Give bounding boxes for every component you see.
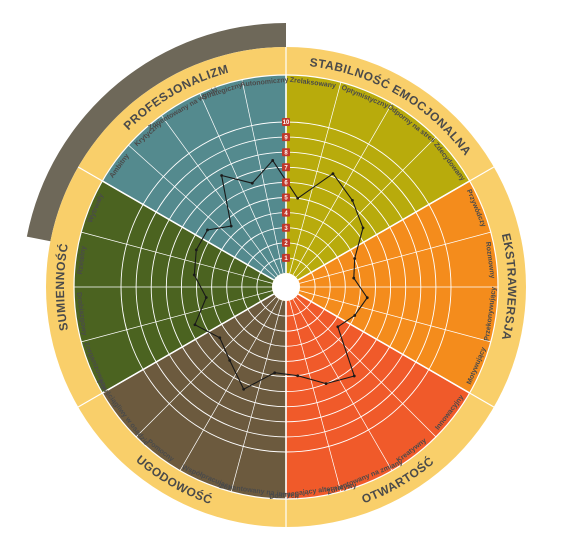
profile-point bbox=[361, 226, 365, 230]
profile-point bbox=[296, 374, 300, 378]
tick-label: 5 bbox=[284, 196, 288, 202]
grid-spoke bbox=[289, 82, 342, 274]
profile-point bbox=[352, 276, 356, 280]
profile-point bbox=[296, 196, 300, 200]
tick-marker bbox=[282, 133, 290, 142]
grid-spoke bbox=[81, 231, 273, 284]
sector-title: SUMIENNOŚĆ bbox=[53, 242, 71, 332]
band-divider bbox=[469, 392, 495, 408]
grid-spoke bbox=[102, 180, 275, 281]
profile-point bbox=[194, 248, 198, 252]
profile-point bbox=[273, 371, 277, 375]
grid-spoke bbox=[297, 293, 470, 394]
grid-spoke bbox=[179, 298, 280, 471]
profile-point bbox=[242, 387, 246, 391]
tick-marker bbox=[282, 223, 290, 232]
tick-marker bbox=[282, 163, 290, 172]
profile-point bbox=[192, 273, 196, 277]
grid-spoke bbox=[295, 296, 437, 438]
grid-spoke bbox=[297, 180, 470, 281]
tick-marker bbox=[282, 208, 290, 217]
profile-line bbox=[193, 159, 368, 390]
center-hole bbox=[272, 273, 300, 301]
scale-ticks: 1 2 3 4 5 6 7 8 9 10 bbox=[282, 118, 290, 262]
tick-marker bbox=[282, 238, 290, 247]
tick-marker bbox=[282, 253, 290, 262]
tick-marker bbox=[282, 178, 290, 187]
grid-spoke bbox=[81, 290, 273, 343]
grid-spoke bbox=[299, 231, 491, 284]
profile-point bbox=[250, 181, 254, 185]
tick-label: 7 bbox=[284, 166, 288, 172]
profile-point bbox=[206, 228, 209, 232]
grid-spoke bbox=[102, 293, 275, 394]
grid-spoke bbox=[199, 93, 281, 275]
grid-spoke bbox=[289, 300, 342, 492]
grid-spoke bbox=[161, 115, 279, 276]
profile-point bbox=[336, 325, 340, 329]
tick-label: 4 bbox=[284, 211, 288, 217]
tick-label: 3 bbox=[284, 226, 288, 232]
grid-spoke bbox=[292, 298, 393, 471]
profile-point bbox=[353, 314, 357, 317]
tick-label: 6 bbox=[284, 181, 288, 187]
tick-label: 9 bbox=[284, 135, 288, 141]
tick-marker bbox=[282, 193, 290, 202]
sector-title: EKSTRAWERSJA bbox=[499, 232, 519, 342]
profile-point bbox=[228, 359, 232, 362]
grid-spoke bbox=[299, 290, 491, 343]
profile-point bbox=[324, 382, 328, 386]
profile-line-group bbox=[192, 159, 369, 391]
profile-point bbox=[193, 323, 197, 327]
profile-point bbox=[229, 224, 233, 228]
profile-point bbox=[331, 172, 335, 176]
grid-spoke bbox=[295, 136, 437, 278]
band-divider bbox=[77, 166, 103, 182]
band-divider bbox=[77, 392, 103, 408]
grid bbox=[73, 74, 499, 500]
profile-point bbox=[204, 296, 208, 299]
highlight-arc bbox=[26, 23, 286, 242]
profile-point bbox=[271, 159, 275, 162]
grid-spoke bbox=[128, 144, 276, 278]
grid-spoke bbox=[292, 103, 393, 276]
band-divider bbox=[469, 166, 495, 182]
grid-spoke bbox=[135, 296, 277, 438]
tick-label: 1 bbox=[284, 256, 288, 262]
profile-point bbox=[353, 257, 357, 260]
grid-spoke bbox=[230, 300, 283, 492]
profile-point bbox=[351, 199, 354, 202]
tick-label: 2 bbox=[284, 241, 288, 247]
grid-spoke bbox=[241, 79, 284, 274]
tick-marker bbox=[282, 118, 290, 126]
tick-label: 8 bbox=[284, 150, 288, 156]
profile-point bbox=[365, 296, 369, 300]
profile-point bbox=[218, 336, 222, 340]
trait-label: Rzetelny bbox=[77, 245, 88, 275]
trait-label: Rozmowny bbox=[484, 241, 496, 279]
profile-point bbox=[220, 174, 224, 177]
profile-point bbox=[352, 374, 356, 378]
tick-marker bbox=[282, 148, 290, 157]
tick-label: 10 bbox=[283, 120, 290, 126]
